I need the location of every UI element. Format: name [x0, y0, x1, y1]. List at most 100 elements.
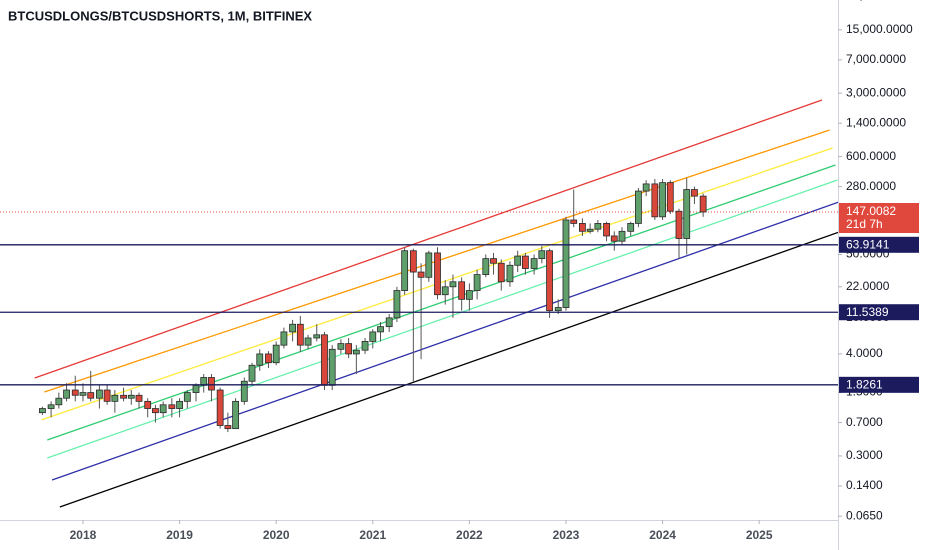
- x-tick-label: 2020: [263, 528, 290, 542]
- candle-body: [425, 252, 433, 278]
- candle-body: [79, 392, 87, 396]
- candle-body: [55, 397, 63, 406]
- candle-body: [96, 389, 103, 399]
- candle-body: [47, 404, 55, 409]
- price-countdown: 21d 7h: [846, 217, 883, 231]
- candle-body: [216, 389, 224, 426]
- candle-body: [313, 334, 321, 339]
- candle-body: [603, 223, 610, 237]
- candle-body: [369, 331, 377, 342]
- x-tick-label: 2018: [70, 528, 97, 542]
- candle-body: [183, 392, 191, 402]
- x-tick-label: 2025: [746, 528, 773, 542]
- candle-body: [618, 230, 626, 242]
- candle-body: [497, 262, 505, 283]
- candle-body: [401, 250, 409, 291]
- x-tick-label: 2019: [166, 528, 193, 542]
- y-tick-label: 1,400.0000: [846, 115, 906, 129]
- candle-body: [321, 334, 328, 386]
- candle-body: [280, 331, 288, 346]
- candle-body: [377, 326, 384, 333]
- y-tick-label: 0.1400: [846, 478, 883, 492]
- y-tick-label: 0.3000: [846, 448, 883, 462]
- candle-body: [63, 389, 70, 399]
- candle-body: [103, 389, 111, 402]
- candle-body: [683, 189, 691, 239]
- candle-body: [385, 317, 393, 328]
- candle-body: [530, 258, 538, 269]
- x-tick-label: 2022: [456, 528, 483, 542]
- y-tick-label: 7,000.0000: [846, 52, 906, 66]
- channel-line: [47, 179, 838, 459]
- y-tick-label: 600.0000: [846, 149, 896, 163]
- level-label: 11.5389: [846, 305, 889, 319]
- candle-body: [482, 258, 490, 275]
- candle-body: [434, 252, 441, 296]
- candle-body: [304, 337, 312, 346]
- candle-body: [248, 364, 256, 382]
- candle-body: [675, 210, 683, 239]
- candle-body: [465, 290, 473, 300]
- candle-body: [224, 425, 232, 430]
- candle-body: [168, 404, 176, 409]
- candle-body: [578, 223, 586, 232]
- y-tick-label: 15,000.0000: [846, 22, 913, 36]
- price-label: 147.0082: [846, 204, 896, 218]
- candle-body: [449, 281, 457, 288]
- candle-body: [417, 271, 425, 278]
- candle-body: [289, 323, 296, 333]
- candle-body: [651, 183, 659, 218]
- level-label-box: [839, 376, 919, 393]
- candle-body: [610, 235, 618, 242]
- candle-body: [691, 189, 698, 197]
- candle-body: [144, 400, 152, 409]
- candle-body: [458, 281, 466, 300]
- level-label-box: [839, 236, 919, 253]
- candle-body: [522, 255, 529, 269]
- candle-body: [562, 219, 570, 308]
- y-tick-label: 22.0000: [846, 279, 890, 293]
- chart-title: BTCUSDLONGS/BTCUSDSHORTS, 1M, BITFINEX: [8, 8, 312, 23]
- candle-body: [546, 250, 553, 312]
- candle-body: [208, 377, 215, 391]
- level-label-box: [839, 304, 919, 321]
- candle-body: [659, 182, 666, 218]
- candle-body: [345, 343, 353, 355]
- candle-body: [71, 389, 79, 396]
- candle-body: [240, 380, 248, 402]
- candle-body: [514, 255, 522, 266]
- candle-body: [393, 290, 401, 319]
- candle-body: [635, 190, 642, 224]
- candle-body: [111, 394, 119, 402]
- x-tick-label: 2021: [359, 528, 386, 542]
- candle-body: [538, 250, 546, 260]
- candle-body: [159, 404, 167, 414]
- x-tick-label: 2023: [553, 528, 580, 542]
- candle-body: [135, 394, 143, 402]
- candle-body: [272, 344, 280, 364]
- price-label-box: [839, 202, 919, 233]
- candle-body: [642, 183, 650, 192]
- candle-body: [127, 394, 135, 399]
- candle-body: [192, 384, 200, 393]
- candle-body: [152, 408, 159, 414]
- candle-body: [328, 348, 336, 386]
- candle-body: [554, 307, 562, 312]
- y-tick-label: 35,000.0000: [846, 0, 913, 3]
- candle-body: [666, 182, 674, 212]
- candle-body: [409, 250, 417, 273]
- candle-body: [441, 286, 449, 296]
- candle-body: [39, 408, 46, 414]
- candle-body: [265, 353, 272, 364]
- y-tick-label: 3,000.0000: [846, 85, 906, 99]
- plot-area: [0, 99, 838, 508]
- candle-body: [586, 228, 594, 232]
- candle-body: [506, 264, 514, 283]
- candle-body: [627, 223, 635, 232]
- candle-body: [570, 219, 578, 224]
- candle-body: [490, 258, 497, 264]
- y-tick-label: 280.0000: [846, 179, 896, 193]
- candle-body: [176, 400, 183, 409]
- y-tick-label: 0.7000: [846, 415, 883, 429]
- x-tick-label: 2024: [649, 528, 676, 542]
